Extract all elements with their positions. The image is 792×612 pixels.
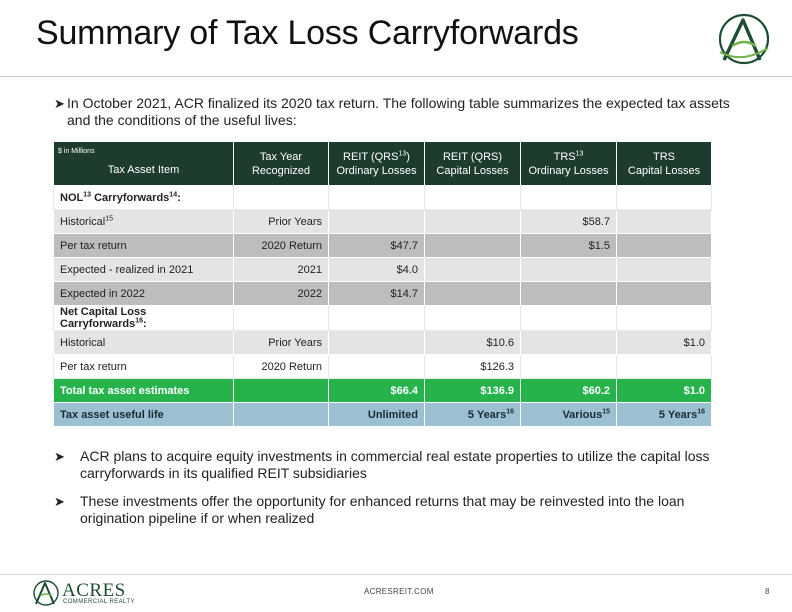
table-row: Expected - realized in 2021 2021 $4.0 [53,257,712,282]
units-note: $ in Millions [58,148,95,155]
header-trs-capital: TRS Capital Losses [616,141,712,186]
footer-brand-sub: COMMERCIAL REALTY [63,599,135,605]
section-row-net-capital-loss: Net Capital Loss Carryforwards16: [53,305,712,331]
header-tax-asset-item: $ in Millions Tax Asset Item [53,141,234,186]
header-tax-year: Tax Year Recognized [233,141,329,186]
table-header-row: $ in Millions Tax Asset Item Tax Year Rec… [53,141,712,186]
header-reit-capital: REIT (QRS) Capital Losses [424,141,521,186]
tax-asset-table: $ in Millions Tax Asset Item Tax Year Rec… [53,141,712,427]
table-row: Expected in 2022 2022 $14.7 [53,281,712,306]
page-number: 8 [765,587,770,596]
acres-logo-icon [718,13,770,65]
table-row: Historical Prior Years $10.6 $1.0 [53,330,712,355]
intro-text: In October 2021, ACR finalized its 2020 … [67,95,730,128]
header-divider [0,76,792,77]
useful-life-row: Tax asset useful life Unlimited 5 Years1… [53,402,712,427]
arrow-bullet-icon: ➤ [54,494,65,509]
footer-brand: ACRES [62,580,126,601]
footer-divider [0,574,792,575]
total-row: Total tax asset estimates $66.4 $136.9 $… [53,378,712,403]
table-row: Historical15 Prior Years $58.7 [53,209,712,234]
header-trs-ordinary: TRS13 Ordinary Losses [520,141,617,186]
bullet-item: ACR plans to acquire equity investments … [80,448,710,481]
arrow-bullet-icon: ➤ [54,96,65,111]
header-reit-ordinary: REIT (QRS13) Ordinary Losses [328,141,425,186]
table-row: Per tax return 2020 Return $47.7 $1.5 [53,233,712,258]
acres-logo-icon [33,580,59,606]
bullet-item: These investments offer the opportunity … [80,493,685,526]
arrow-bullet-icon: ➤ [54,449,65,464]
page-title: Summary of Tax Loss Carryforwards [36,14,579,52]
table-row: Per tax return 2020 Return $126.3 [53,354,712,379]
footer-url[interactable]: ACRESREIT.COM [364,587,434,596]
section-row-nol: NOL13 Carryforwards14: [53,185,712,210]
